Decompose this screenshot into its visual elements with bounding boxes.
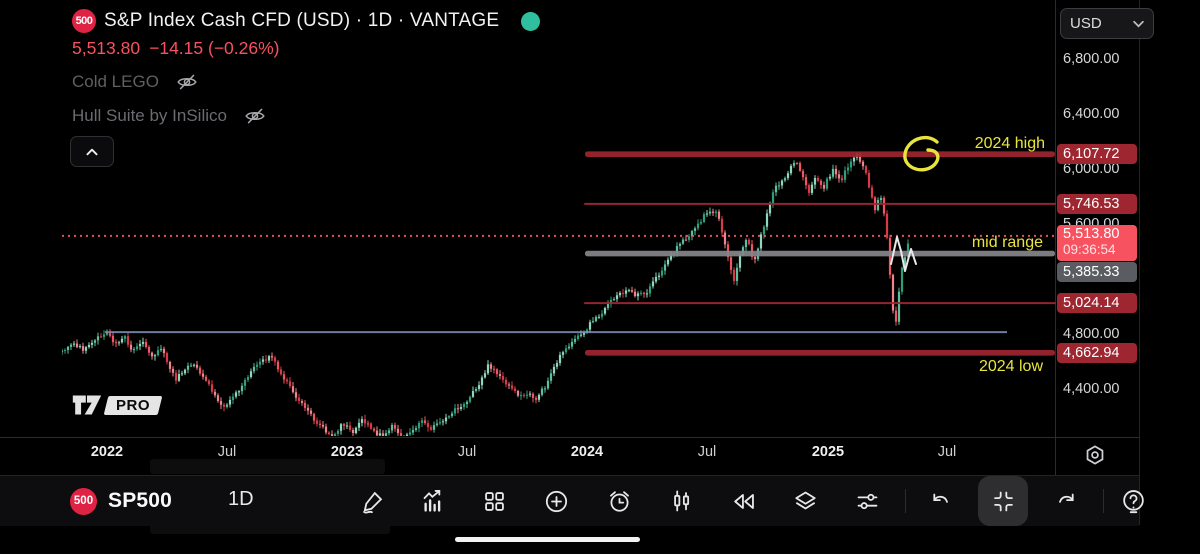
pro-badge: PRO (103, 395, 163, 415)
ghost-row (150, 459, 385, 474)
redo-icon[interactable] (1044, 476, 1088, 526)
bottom-toolbar: 500 SP500 1D (0, 475, 1144, 526)
layout-grid-icon[interactable] (472, 476, 516, 526)
price-axis-border (1055, 0, 1056, 475)
time-axis-label: Jul (697, 444, 717, 460)
axis-settings-gear-icon[interactable] (1080, 441, 1110, 469)
candlestick-series (62, 152, 910, 436)
eye-off-icon[interactable] (175, 70, 199, 94)
symbol-badge[interactable]: 500 (72, 9, 96, 33)
indicators-icon[interactable] (411, 476, 455, 526)
bar-countdown: 09:36:54 (1063, 242, 1116, 258)
price-level-badge: 5,746.53 (1057, 193, 1137, 214)
indicator-name: Cold LEGO (72, 72, 159, 91)
currency-selector[interactable]: USD (1060, 8, 1154, 39)
chart-annotations[interactable]: 2024 high mid range 2024 low (890, 135, 1045, 375)
toolbar-symbol-badge[interactable]: 500 (70, 487, 97, 515)
price-levels (62, 151, 1056, 356)
price-readout: 5,513.80 −14.15 (−0.26%) (72, 38, 280, 59)
annotation-label[interactable]: 2024 high (975, 135, 1045, 152)
tradingview-logo-icon (72, 395, 102, 415)
eye-off-icon[interactable] (243, 104, 267, 128)
badge-price: 5,513.80 (1063, 225, 1120, 242)
chevron-down-icon (1133, 20, 1144, 27)
collapse-icon[interactable] (978, 476, 1028, 526)
price-axis-label: 4,400.00 (1063, 381, 1120, 397)
tradingview-pro-watermark: PRO (70, 392, 163, 418)
indicator-name: Hull Suite by InSilico (72, 106, 227, 125)
time-axis-border (0, 437, 1139, 438)
market-status-dot (521, 11, 541, 31)
layers-icon[interactable] (783, 476, 827, 526)
time-axis-label: Jul (937, 444, 957, 460)
add-circle-icon[interactable] (534, 476, 578, 526)
candles-icon[interactable] (659, 476, 703, 526)
toolbar-divider (1103, 489, 1104, 513)
annotation-zigzag-drawing[interactable] (890, 236, 917, 272)
toolbar-symbol[interactable]: SP500 (108, 489, 173, 512)
time-axis-label: 2025 (811, 444, 845, 460)
draw-icon[interactable] (350, 476, 394, 526)
interval-button[interactable]: 1D (228, 488, 254, 510)
price-axis-label: 4,800.00 (1063, 326, 1120, 342)
indicator-row: Hull Suite by InSilico (72, 104, 267, 128)
price-level-badge: 6,107.72 (1057, 144, 1137, 165)
time-axis-label: 2022 (90, 444, 124, 460)
time-axis-label: Jul (457, 444, 477, 460)
chart-title[interactable]: S&P Index Cash CFD (USD) · 1D · VANTAGE (104, 10, 500, 31)
time-axis-label: 2023 (330, 444, 364, 460)
chevron-up-icon (86, 148, 98, 155)
currency-value: USD (1070, 15, 1102, 32)
annotation-label[interactable]: 2024 low (979, 358, 1043, 375)
bar-replay-icon[interactable] (721, 476, 765, 526)
last-price: 5,513.80 (72, 38, 141, 58)
annotation-circle-drawing[interactable] (903, 135, 940, 172)
price-level-badge: 5,024.14 (1057, 293, 1137, 314)
price-level-badge: 4,662.94 (1057, 342, 1137, 363)
time-axis-label: 2024 (570, 444, 604, 460)
annotation-label[interactable]: mid range (972, 234, 1043, 251)
current-price-badge: 5,513.80 09:36:54 (1057, 224, 1137, 261)
indicator-row: Cold LEGO (72, 70, 199, 94)
home-indicator[interactable] (455, 537, 640, 542)
time-axis-label: Jul (217, 444, 237, 460)
price-axis-label: 6,400.00 (1063, 106, 1120, 122)
help-icon[interactable] (1111, 476, 1155, 526)
panel-right-border (1139, 0, 1140, 525)
undo-icon[interactable] (918, 476, 962, 526)
price-level-badge: 5,385.33 (1057, 261, 1137, 282)
price-change: −14.15 (−0.26%) (149, 38, 280, 58)
alert-clock-icon[interactable] (597, 476, 641, 526)
price-axis-label: 6,800.00 (1063, 51, 1120, 67)
price-axis-label: 6,000.00 (1063, 161, 1120, 177)
collapse-header-button[interactable] (70, 136, 114, 167)
toolbar-divider (905, 489, 906, 513)
sliders-icon[interactable] (845, 476, 889, 526)
